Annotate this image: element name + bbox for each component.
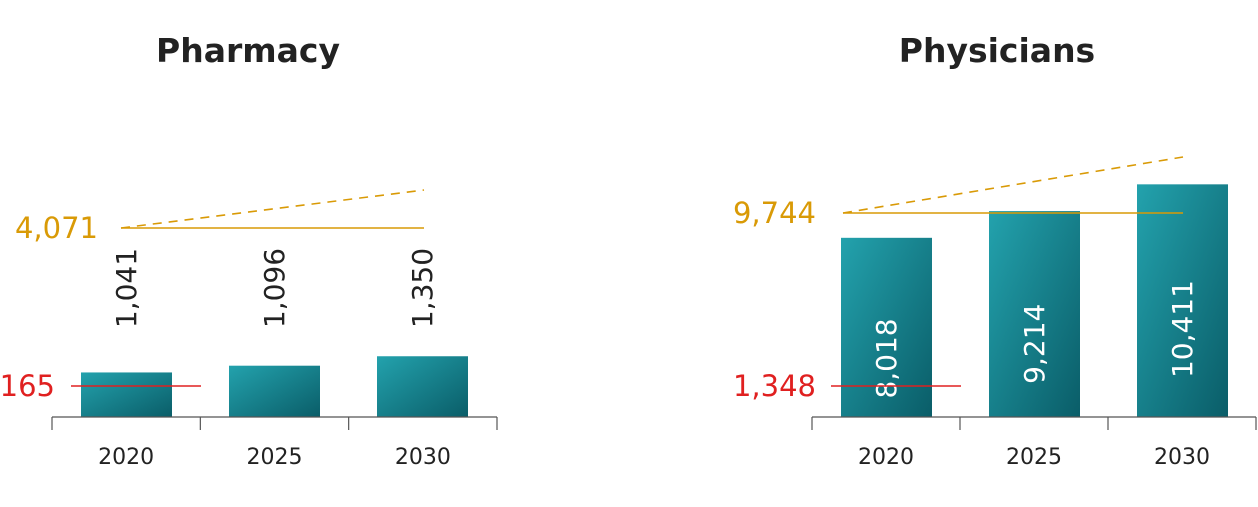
value-label-2030: 1,350 xyxy=(406,248,439,328)
value-labels: 8,018 9,214 10,411 xyxy=(870,280,1199,398)
ref-label-gold: 4,071 xyxy=(15,211,98,245)
tick-label-2030: 2030 xyxy=(1154,445,1210,470)
bar-2030 xyxy=(1137,184,1228,417)
x-axis: 2020 2025 2030 xyxy=(811,416,1257,470)
trend-line-dashed xyxy=(120,189,425,229)
tick-label-2025: 2025 xyxy=(247,445,303,470)
trend-line-dashed xyxy=(842,156,1184,214)
value-label-2020: 8,018 xyxy=(870,318,903,398)
value-label-2025: 1,096 xyxy=(258,248,291,328)
value-label-2020: 1,041 xyxy=(110,248,143,328)
bar-2025 xyxy=(989,211,1080,417)
bar-2030 xyxy=(377,356,468,417)
tick-label-2025: 2025 xyxy=(1006,445,1062,470)
bar-2020 xyxy=(841,237,932,417)
physicians-chart: Physicians 8,018 9,214 10,411 9,744 1,348 2… xyxy=(733,31,1257,470)
bars xyxy=(81,356,468,417)
ref-label-red: 165 xyxy=(0,369,55,403)
tick-label-2030: 2030 xyxy=(395,445,451,470)
x-axis: 2020 2025 2030 xyxy=(51,416,498,470)
bar-2025 xyxy=(229,365,320,417)
reference-lines: 4,071 165 xyxy=(0,189,425,403)
value-label-2030: 10,411 xyxy=(1166,280,1199,378)
reference-lines: 9,744 1,348 xyxy=(733,156,1184,403)
value-labels: 1,041 1,096 1,350 xyxy=(110,248,439,328)
chart-title: Physicians xyxy=(899,31,1095,70)
value-label-2025: 9,214 xyxy=(1018,304,1051,384)
tick-label-2020: 2020 xyxy=(858,445,914,470)
ref-label-red: 1,348 xyxy=(733,369,816,403)
chart-title: Pharmacy xyxy=(156,31,340,70)
bars xyxy=(841,184,1228,417)
bar-2020 xyxy=(81,372,172,417)
ref-label-gold: 9,744 xyxy=(733,196,816,230)
tick-label-2020: 2020 xyxy=(98,445,154,470)
